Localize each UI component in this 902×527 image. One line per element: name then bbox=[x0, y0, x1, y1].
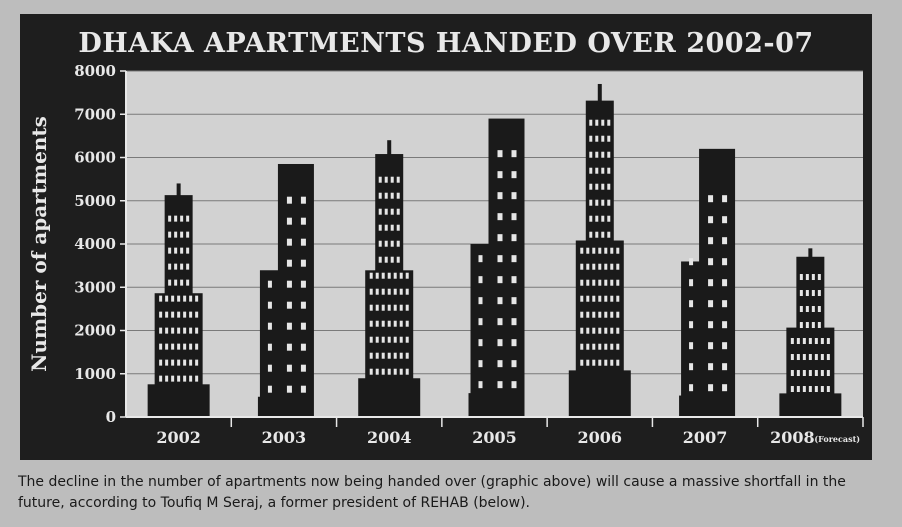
bar-2006 bbox=[568, 83, 631, 417]
y-tick-label: 5000 bbox=[74, 192, 116, 210]
x-tick-note: (Forecast) bbox=[814, 434, 860, 444]
caption: The decline in the number of apartments … bbox=[18, 474, 846, 511]
y-tick-label: 3000 bbox=[74, 278, 116, 296]
y-tick-label: 1000 bbox=[74, 365, 116, 383]
chart-panel: DHAKA APARTMENTS HANDED OVER 2002-07 0 10… bbox=[20, 14, 872, 460]
x-tick-label: 2007 bbox=[683, 428, 728, 447]
x-tick-label: 2005 bbox=[472, 428, 517, 447]
bar-2008 bbox=[779, 248, 842, 417]
chart-svg: 0 1000 2000 3000 4000 5000 6000 7000 8000 Number … bbox=[27, 62, 864, 447]
x-tick-label: 2003 bbox=[262, 428, 307, 447]
x-tick-label: 2002 bbox=[156, 428, 201, 447]
bar-2004 bbox=[358, 140, 421, 418]
y-tick-label: 6000 bbox=[74, 149, 116, 167]
y-tick-label: 4000 bbox=[74, 235, 116, 253]
bar-2002 bbox=[147, 183, 210, 417]
bar-2005 bbox=[468, 118, 525, 417]
bar-2007 bbox=[679, 148, 736, 417]
x-tick-label: 2008 bbox=[770, 428, 815, 447]
chart-title: DHAKA APARTMENTS HANDED OVER 2002-07 bbox=[78, 28, 814, 59]
y-axis-label: Number of apartments bbox=[27, 116, 51, 372]
x-tick-label: 2006 bbox=[578, 428, 623, 447]
y-tick-label: 0 bbox=[106, 408, 116, 426]
y-tick-label: 7000 bbox=[74, 105, 116, 123]
y-tick-label: 8000 bbox=[74, 62, 116, 80]
x-tick-label: 2004 bbox=[367, 428, 412, 447]
y-tick-label: 2000 bbox=[74, 322, 116, 340]
bar-2003 bbox=[257, 163, 314, 417]
